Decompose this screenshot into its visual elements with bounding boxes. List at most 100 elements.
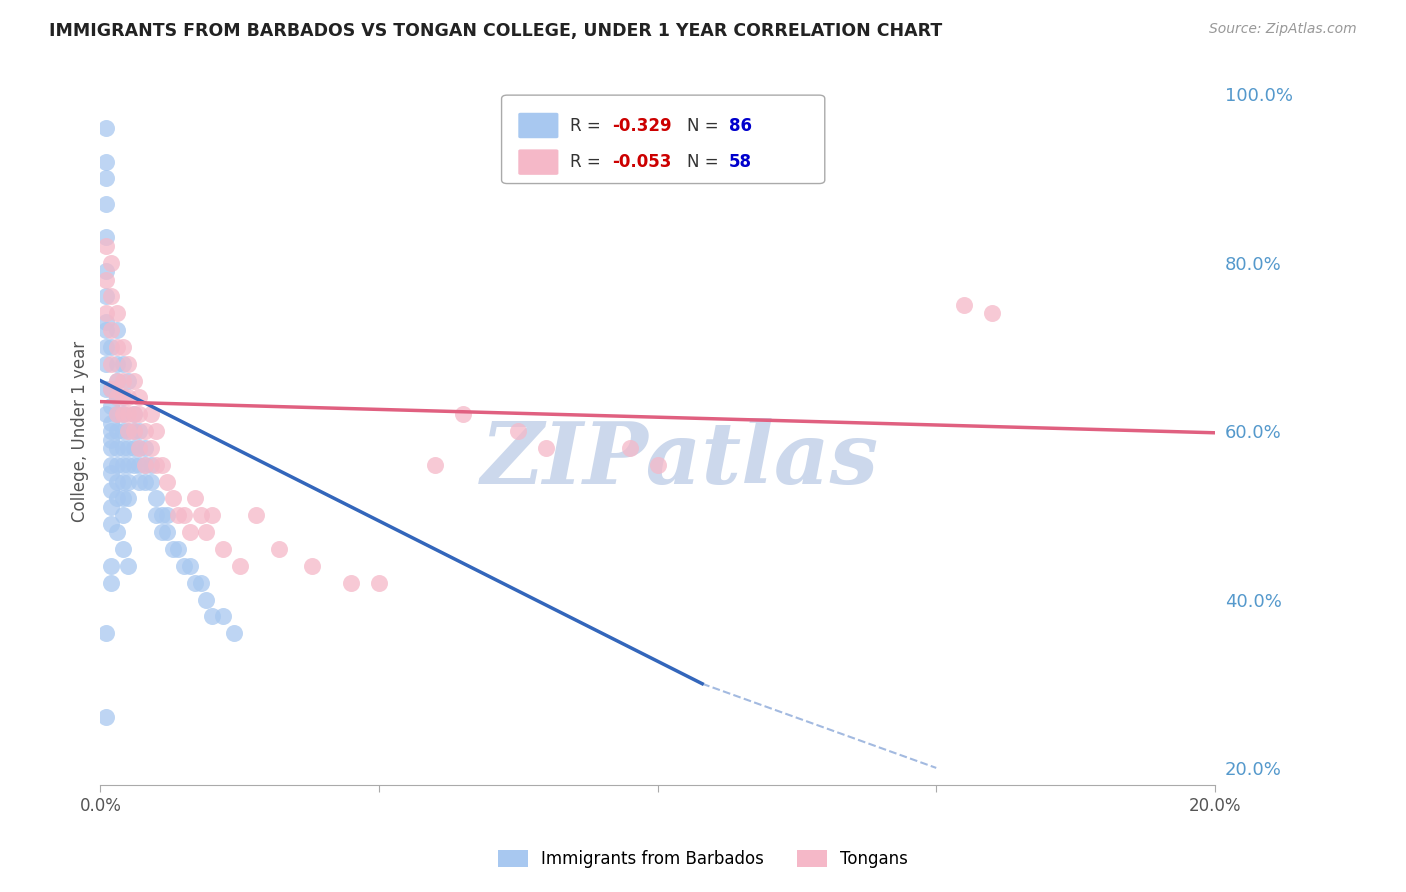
Point <box>145 458 167 472</box>
Point <box>508 424 530 438</box>
FancyBboxPatch shape <box>519 112 558 138</box>
Text: N =: N = <box>686 117 724 135</box>
Point <box>134 458 156 472</box>
Point <box>105 475 128 489</box>
Point <box>100 458 122 472</box>
Point <box>105 441 128 455</box>
Point <box>128 441 150 455</box>
Point <box>94 171 117 186</box>
Point <box>340 575 363 590</box>
Point <box>105 340 128 354</box>
Point <box>94 154 117 169</box>
Point <box>195 592 218 607</box>
Point <box>145 508 167 523</box>
Point <box>100 382 122 396</box>
Point <box>100 483 122 497</box>
Point <box>105 424 128 438</box>
Point <box>94 289 117 303</box>
Point <box>423 458 446 472</box>
Point <box>134 458 156 472</box>
Point <box>94 407 117 421</box>
Point <box>156 475 179 489</box>
Point <box>619 441 641 455</box>
Point <box>105 323 128 337</box>
Point <box>94 710 117 724</box>
Point <box>228 558 250 573</box>
Point <box>111 391 134 405</box>
Point <box>94 120 117 135</box>
Point <box>100 399 122 413</box>
Point <box>301 558 323 573</box>
Point <box>100 441 122 455</box>
Point <box>105 391 128 405</box>
Point <box>134 475 156 489</box>
Point <box>105 407 128 421</box>
Point <box>94 272 117 286</box>
Point <box>139 458 162 472</box>
Point <box>162 541 184 556</box>
Point <box>179 525 201 540</box>
Point <box>122 407 145 421</box>
Point <box>111 508 134 523</box>
Point <box>117 441 139 455</box>
Point <box>122 424 145 438</box>
Point <box>111 391 134 405</box>
Point <box>134 441 156 455</box>
Point <box>111 407 134 421</box>
Point <box>150 458 173 472</box>
Point <box>117 391 139 405</box>
Point <box>128 391 150 405</box>
Text: 86: 86 <box>728 117 752 135</box>
Text: R =: R = <box>569 153 606 171</box>
Point <box>94 264 117 278</box>
Point <box>139 441 162 455</box>
Point <box>100 323 122 337</box>
Text: 58: 58 <box>728 153 752 171</box>
Point <box>122 424 145 438</box>
Point <box>94 306 117 320</box>
Point <box>128 475 150 489</box>
Point <box>100 433 122 447</box>
Point <box>145 491 167 506</box>
Text: -0.053: -0.053 <box>612 153 671 171</box>
Point <box>105 391 128 405</box>
Point <box>111 475 134 489</box>
Point <box>105 306 128 320</box>
Point <box>94 626 117 640</box>
Point <box>201 609 224 624</box>
Point <box>179 558 201 573</box>
Point <box>100 516 122 531</box>
Point <box>105 458 128 472</box>
Point <box>94 340 117 354</box>
Point <box>647 458 669 472</box>
Point <box>100 500 122 514</box>
Point <box>111 357 134 371</box>
Point <box>981 306 1004 320</box>
Point <box>134 424 156 438</box>
Point <box>122 407 145 421</box>
Point <box>111 424 134 438</box>
Point <box>128 458 150 472</box>
Point <box>111 441 134 455</box>
Point <box>100 466 122 480</box>
Point <box>184 491 207 506</box>
Point <box>94 357 117 371</box>
Point <box>94 382 117 396</box>
Point <box>122 458 145 472</box>
Point <box>105 491 128 506</box>
Point <box>117 374 139 388</box>
Point <box>212 541 235 556</box>
Point <box>145 424 167 438</box>
Point <box>100 416 122 430</box>
Text: -0.329: -0.329 <box>612 117 672 135</box>
Point <box>139 407 162 421</box>
Point <box>184 575 207 590</box>
Point <box>94 230 117 244</box>
Point <box>100 255 122 269</box>
Point <box>105 374 128 388</box>
Point <box>128 441 150 455</box>
Point <box>534 441 557 455</box>
Point <box>117 407 139 421</box>
Point <box>139 475 162 489</box>
Point <box>117 491 139 506</box>
